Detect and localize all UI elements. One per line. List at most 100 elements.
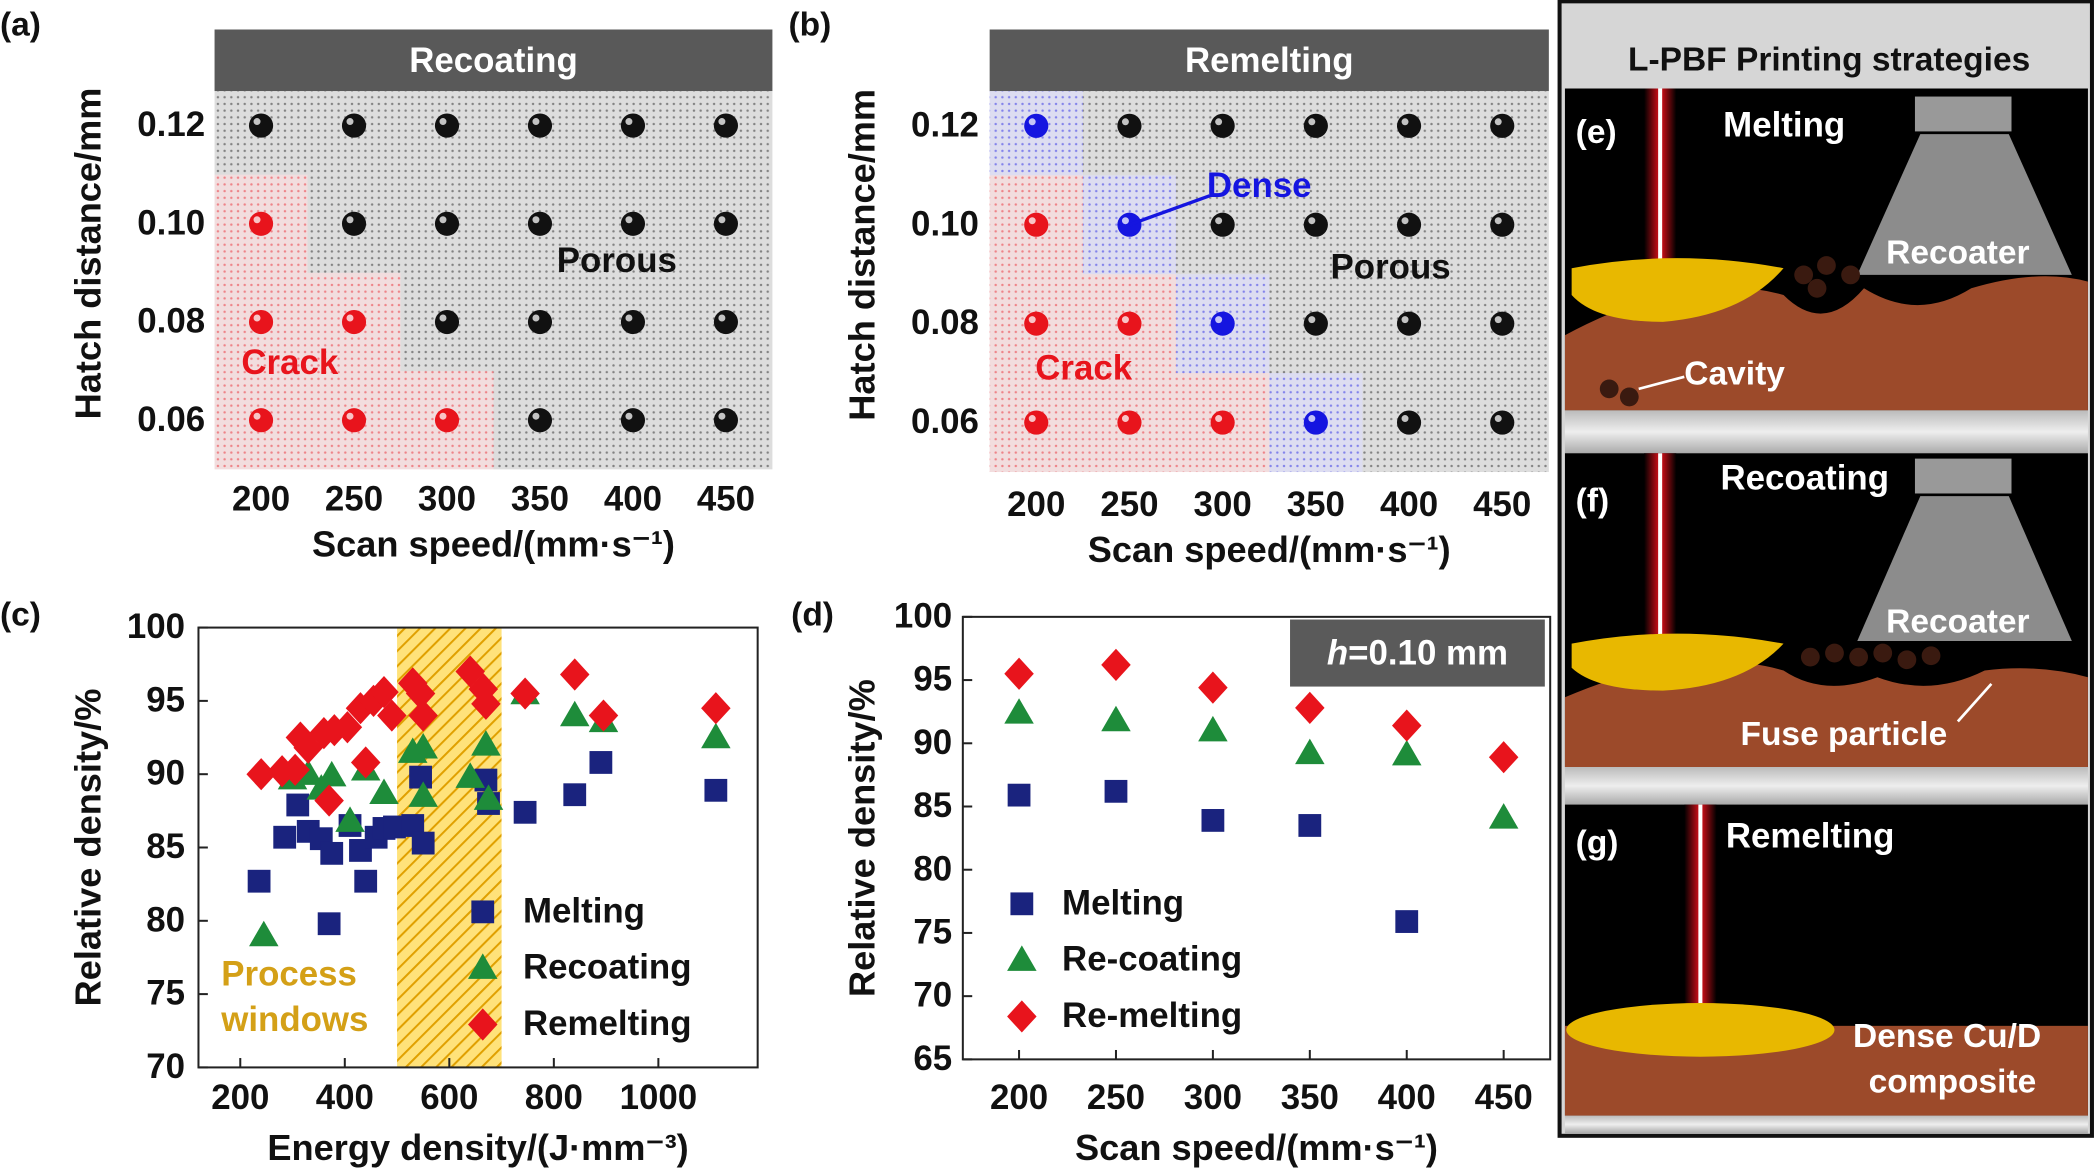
marker-circle (1303, 410, 1328, 435)
marker-diamond (1198, 671, 1228, 704)
marker-triangle (1101, 705, 1131, 732)
marker-diamond (1391, 709, 1422, 742)
marker-circle (434, 309, 460, 335)
marker-circle (713, 309, 738, 335)
marker-circle (1210, 113, 1235, 138)
x-tick-label: 1000 (620, 1078, 698, 1117)
legend-label: Melting (523, 891, 645, 930)
y-tick-label: 95 (913, 660, 952, 699)
legend-marker (1007, 1000, 1037, 1033)
marker-highlight (718, 412, 726, 420)
strip (1564, 410, 2088, 454)
melt-pool (1566, 1003, 1835, 1057)
substrate (1564, 661, 2088, 768)
marker-highlight (1028, 415, 1036, 423)
y-tick-label: 0.08 (911, 303, 979, 342)
marker-circle (341, 211, 367, 236)
marker-circle (1210, 212, 1235, 237)
marker-circle (1024, 212, 1049, 237)
marker-highlight (1494, 415, 1502, 423)
x-axis-label: Scan speed/(mm·s⁻¹) (1088, 529, 1451, 570)
x-axis-label: Energy density/(J·mm⁻³) (267, 1127, 688, 1168)
marker-circle (434, 211, 460, 236)
marker-circle (1490, 410, 1515, 435)
y-tick-label: 95 (146, 680, 185, 719)
y-tick-label: 90 (146, 754, 185, 793)
marker-diamond (280, 753, 310, 786)
marker-diamond (405, 677, 436, 710)
recoater (1857, 496, 2072, 641)
marker-diamond (510, 677, 540, 710)
y-axis-label: Hatch distance/mm (68, 88, 109, 420)
marker-circle (620, 408, 646, 433)
panel-label: (f) (1576, 483, 1609, 520)
schematic: L-PBF Printing strategies (e) Melting Re… (1557, 0, 2094, 1138)
marker-diamond (246, 758, 276, 791)
marker-circle (248, 309, 274, 335)
y-tick-label: 0.12 (137, 105, 205, 144)
marker-triangle (408, 781, 438, 807)
marker-circle (1303, 113, 1328, 138)
marker-circle (527, 309, 553, 335)
marker-highlight (439, 118, 447, 126)
panel-label: (d) (791, 597, 834, 634)
y-tick-label: 0.06 (911, 402, 979, 441)
leader-line (1128, 194, 1211, 227)
panel-label: (g) (1576, 825, 1619, 862)
marker-circle (620, 113, 646, 138)
marker-circle (341, 408, 367, 433)
annotation-text: =0.10 mm (1348, 634, 1508, 673)
marker-highlight (1121, 217, 1129, 225)
region-label: Porous (557, 241, 677, 280)
x-tick-label: 250 (1100, 485, 1158, 524)
marker-circle (1210, 311, 1235, 336)
marker-highlight (253, 412, 261, 420)
marker-square (1395, 910, 1419, 933)
marker-diamond (377, 699, 407, 732)
marker-square (513, 800, 537, 824)
marker-highlight (718, 118, 726, 126)
marker-triangle (316, 760, 347, 787)
marker-diamond (314, 784, 344, 817)
recoater-label: Recoater (1886, 235, 2029, 272)
marker-highlight (346, 118, 354, 126)
marker-highlight (1215, 217, 1223, 225)
panel-label: (e) (1576, 114, 1617, 151)
annotation-variable: h (1327, 634, 1348, 673)
marker-highlight (1401, 217, 1409, 225)
marker-circle (1024, 113, 1049, 138)
marker-triangle (455, 762, 485, 788)
marker-circle (341, 309, 367, 335)
marker-circle (1303, 212, 1328, 237)
x-tick-label: 350 (1281, 1078, 1339, 1117)
marker-highlight (1494, 217, 1502, 225)
marker-square (286, 793, 310, 817)
marker-diamond (1101, 648, 1131, 681)
marker-highlight (1401, 415, 1409, 423)
marker-circle (1490, 311, 1515, 336)
panel-label: (a) (0, 7, 41, 44)
annotation-box (1290, 619, 1545, 687)
window-label: Process (221, 954, 357, 993)
x-tick-label: 350 (1287, 485, 1345, 524)
legend-marker (468, 1008, 498, 1041)
marker-highlight (439, 314, 447, 322)
fuse-label: Fuse particle (1740, 716, 1947, 753)
marker-circle (713, 211, 738, 236)
marker-square (1007, 783, 1031, 807)
marker-triangle (369, 778, 399, 804)
marker-circle (527, 408, 553, 433)
marker-highlight (1028, 118, 1036, 126)
result-label: composite (1869, 1063, 2037, 1100)
x-tick-label: 200 (211, 1078, 269, 1117)
title-bar (989, 29, 1549, 92)
x-tick-label: 300 (1184, 1078, 1242, 1117)
y-tick-label: 0.10 (137, 203, 205, 242)
marker-diamond (1488, 741, 1519, 774)
marker-triangle (1488, 803, 1519, 829)
marker-triangle (701, 722, 731, 749)
strategy-label: Remelting (1726, 816, 1895, 855)
window-label: windows (220, 1000, 368, 1039)
marker-square (383, 815, 406, 839)
marker-circle (248, 211, 274, 236)
